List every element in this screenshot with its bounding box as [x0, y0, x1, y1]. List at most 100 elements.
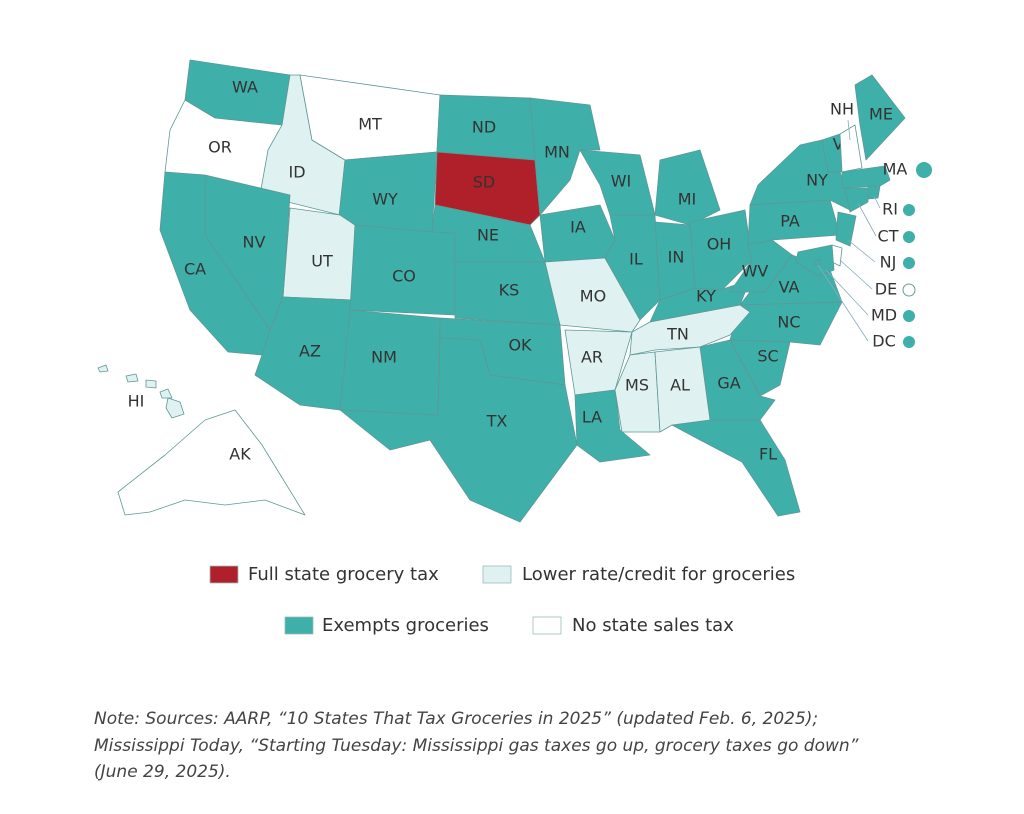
callout-line: [839, 259, 873, 290]
state-shape: [814, 259, 821, 266]
state-shape: [339, 337, 578, 523]
state-label: ME: [869, 105, 893, 124]
state-label: MS: [625, 376, 649, 395]
state-shape: [117, 409, 306, 516]
state-shape: [671, 419, 801, 517]
state-label: IN: [668, 248, 685, 267]
state-label: NE: [477, 226, 499, 245]
state-label: LA: [582, 408, 602, 427]
state-shape: [145, 379, 157, 389]
state-shape: [654, 346, 711, 433]
state: PA: [747, 199, 841, 246]
state: UT: [282, 207, 356, 301]
state-label: KS: [499, 281, 520, 300]
state-label: NM: [371, 348, 397, 367]
state-shape: [689, 209, 753, 291]
state-shape: [97, 364, 109, 373]
state: MO: [544, 257, 641, 333]
state-shape: [654, 149, 721, 226]
state: MI: [654, 149, 721, 226]
callout-line: [825, 269, 869, 316]
state-shape: [159, 388, 173, 399]
state: NC: [729, 301, 843, 346]
state-label: AL: [670, 376, 690, 395]
state-shape: [839, 124, 863, 173]
state: GA: [699, 339, 776, 421]
callout-line: [847, 119, 851, 141]
state: MT: [299, 74, 441, 161]
state-dot: [903, 231, 915, 243]
state: AL: [654, 346, 711, 433]
state: MN: [529, 97, 601, 216]
note-line: (June 29, 2025).: [94, 762, 231, 782]
state-label: IL: [629, 250, 643, 269]
callout-line: [857, 202, 877, 237]
state-label: MT: [358, 115, 382, 134]
state: TX: [339, 337, 578, 523]
state-label: OR: [208, 138, 232, 157]
state-shape: [841, 165, 891, 189]
state-dot: [916, 162, 932, 178]
state-shape: [544, 257, 641, 333]
callout-line: [873, 195, 881, 209]
state-label: WI: [611, 172, 632, 191]
legend-swatch: [284, 616, 314, 635]
state-label: TN: [666, 325, 689, 344]
state: SD: [434, 151, 541, 226]
state: IA: [539, 204, 616, 263]
state-label: GA: [717, 374, 740, 393]
legend-swatch: [482, 565, 512, 584]
state: TN: [629, 304, 751, 356]
state: DC: [814, 259, 915, 351]
state-label: KY: [696, 287, 716, 306]
state-shape: [835, 211, 857, 247]
state: WI: [579, 149, 656, 216]
state-label: NY: [806, 171, 828, 190]
state-label: MI: [678, 190, 697, 209]
state-label: IA: [570, 218, 586, 237]
state-shape: [844, 187, 869, 213]
state: DE: [831, 244, 916, 299]
state-label: NJ: [880, 253, 897, 272]
state-dot: [903, 257, 915, 269]
state-label: AR: [581, 348, 603, 367]
state-label: VA: [779, 278, 800, 297]
state-label: RI: [882, 200, 898, 219]
legend-swatch: [209, 565, 239, 584]
legend-swatch: [532, 616, 562, 635]
state-label: MA: [883, 160, 908, 179]
state-label: CA: [184, 260, 206, 279]
state-dot: [902, 283, 916, 297]
state: AK: [117, 409, 306, 516]
legend: Full state grocery tax Lower rate/credit…: [209, 564, 795, 636]
state: HI: [97, 364, 185, 419]
state-label: OH: [707, 235, 732, 254]
legend-label: No state sales tax: [572, 615, 734, 636]
state: KS: [454, 261, 561, 326]
state-label: NC: [777, 313, 800, 332]
state: CT: [844, 187, 915, 246]
state-dot: [903, 310, 915, 322]
state: IN: [654, 221, 696, 301]
state: FL: [671, 419, 801, 517]
state-label: DC: [872, 332, 896, 351]
state-label: NH: [830, 100, 854, 119]
state-shape: [854, 74, 906, 161]
state-label: PA: [780, 212, 800, 231]
state-label: MN: [544, 143, 570, 162]
state-label: NV: [243, 233, 266, 252]
callout-line: [817, 264, 869, 342]
state-label: MO: [580, 287, 606, 306]
state-dot: [903, 204, 915, 216]
state-label: AZ: [299, 342, 321, 361]
state-label: MD: [871, 306, 897, 325]
state: AR: [564, 329, 633, 396]
state-shape: [125, 373, 139, 383]
state: CO: [349, 224, 456, 316]
state-label: WY: [372, 190, 398, 209]
state-shape: [729, 301, 843, 346]
state-label: CO: [392, 267, 416, 286]
callout-line: [847, 239, 876, 263]
state-label: FL: [759, 445, 777, 464]
state: ND: [436, 94, 536, 161]
